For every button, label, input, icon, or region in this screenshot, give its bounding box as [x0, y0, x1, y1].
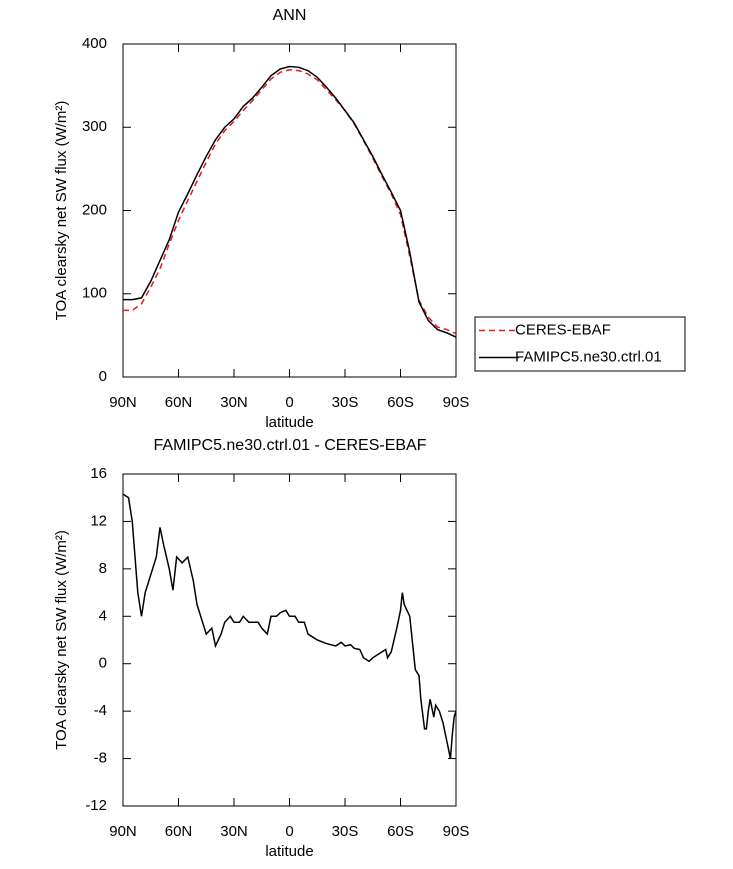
- x-tick-label: 90N: [109, 394, 137, 411]
- legend-label: FAMIPC5.ne30.ctrl.01: [515, 348, 662, 365]
- y-tick-label: 100: [82, 285, 107, 302]
- x-tick-label: 30S: [332, 394, 359, 411]
- y-tick-label: 0: [99, 368, 107, 385]
- y-tick-label: -4: [94, 702, 107, 719]
- y-axis-label: TOA clearsky net SW flux (W/m²): [53, 101, 70, 321]
- y-tick-label: 300: [82, 118, 107, 135]
- y-tick-label: 200: [82, 201, 107, 218]
- x-tick-label: 0: [285, 823, 293, 840]
- chart-title: FAMIPC5.ne30.ctrl.01 - CERES-EBAF: [154, 437, 427, 454]
- x-tick-label: 30N: [220, 394, 248, 411]
- x-axis-label: latitude: [265, 843, 313, 860]
- x-tick-label: 30S: [332, 823, 359, 840]
- y-tick-label: 8: [99, 560, 107, 577]
- x-tick-label: 90S: [443, 394, 470, 411]
- x-tick-label: 30N: [220, 823, 248, 840]
- data-line: [123, 69, 457, 335]
- y-tick-label: 16: [90, 465, 107, 482]
- y-tick-label: 12: [90, 512, 107, 529]
- x-tick-label: 90S: [443, 823, 470, 840]
- y-tick-label: -8: [94, 750, 107, 767]
- y-tick-label: 0: [99, 655, 107, 672]
- plot-frame: [122, 473, 457, 807]
- plot-frame: [122, 43, 457, 378]
- legend-label: CERES-EBAF: [515, 321, 611, 338]
- x-axis-label: latitude: [265, 414, 313, 431]
- x-tick-label: 60N: [165, 394, 193, 411]
- y-axis-label: TOA clearsky net SW flux (W/m²): [53, 530, 70, 750]
- legend-box: [474, 316, 686, 372]
- x-tick-label: 0: [285, 394, 293, 411]
- data-line: [122, 493, 457, 759]
- x-tick-label: 90N: [109, 823, 137, 840]
- chart-title: ANN: [273, 7, 307, 24]
- y-tick-label: -12: [85, 797, 107, 814]
- data-line: [123, 65, 457, 338]
- x-tick-label: 60S: [387, 394, 414, 411]
- y-tick-label: 400: [82, 35, 107, 52]
- y-tick-label: 4: [99, 607, 107, 624]
- x-tick-label: 60S: [387, 823, 414, 840]
- x-tick-label: 60N: [165, 823, 193, 840]
